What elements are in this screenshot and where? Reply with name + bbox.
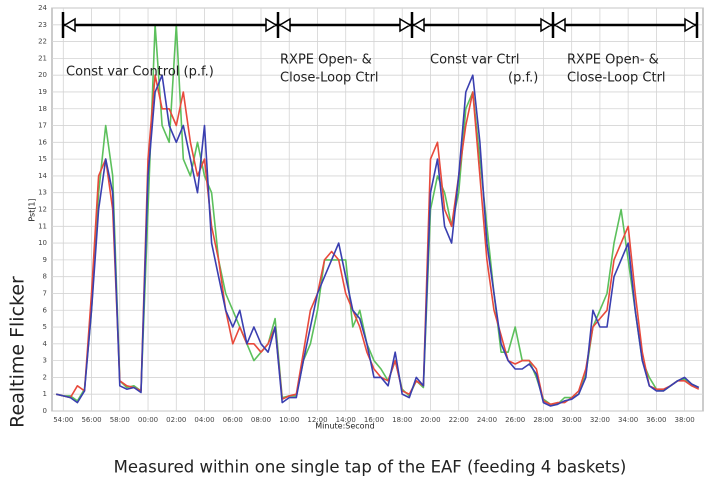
- caption: Measured within one single tap of the EA…: [114, 458, 627, 477]
- y-tick-label: 21: [38, 54, 47, 62]
- x-tick-label: 28:00: [533, 416, 553, 424]
- x-tick-label: 00:00: [138, 416, 158, 424]
- y-tick-label: 0: [43, 407, 47, 415]
- annotation: RXPE Open- &: [567, 53, 659, 68]
- annotation: Close-Loop Ctrl: [567, 71, 666, 86]
- y-tick-label: 10: [38, 239, 47, 247]
- annotation: (p.f.): [508, 71, 538, 86]
- x-tick-label: 06:00: [223, 416, 243, 424]
- y-tick-label: 4: [43, 340, 48, 348]
- x-tick-label: 02:00: [166, 416, 186, 424]
- x-tick-label: 24:00: [477, 416, 497, 424]
- x-axis-label: Minute:Second: [315, 422, 374, 431]
- x-tick-label: 56:00: [81, 416, 101, 424]
- x-tick-label: 04:00: [194, 416, 214, 424]
- x-tick-label: 10:00: [279, 416, 299, 424]
- x-tick-label: 14:00: [336, 416, 356, 424]
- y-tick-label: 18: [38, 105, 47, 113]
- y-tick-label: 5: [43, 323, 47, 331]
- x-tick-label: 34:00: [618, 416, 638, 424]
- grid: [52, 7, 703, 412]
- y-tick-label: 20: [38, 71, 47, 79]
- x-tick-label: 54:00: [53, 416, 73, 424]
- x-tick-label: 26:00: [505, 416, 525, 424]
- y-tick-label: 14: [38, 172, 47, 180]
- y-tick-label: 23: [38, 21, 47, 29]
- y-tick-label: 2: [43, 373, 47, 381]
- y-tick-label: 11: [38, 222, 47, 230]
- x-tick-label: 08:00: [251, 416, 271, 424]
- series-line: [56, 74, 700, 407]
- y-tick-label: 7: [43, 289, 47, 297]
- y-tick-label: 16: [38, 138, 47, 146]
- y-axis-title: Realtime Flicker: [7, 276, 29, 428]
- y-tick-label: 1: [43, 390, 47, 398]
- x-tick-label: 16:00: [364, 416, 384, 424]
- y-tick-label: 17: [38, 122, 47, 130]
- y-tick-label: 24: [38, 4, 47, 12]
- x-tick-label: 38:00: [675, 416, 695, 424]
- y-tick-label: 8: [43, 273, 47, 281]
- x-tick-label: 30:00: [562, 416, 582, 424]
- series-line: [56, 74, 700, 406]
- x-tick-label: 36:00: [646, 416, 666, 424]
- y-tick-label: 9: [43, 256, 47, 264]
- y-axis-label: Pst[1]: [28, 198, 37, 221]
- x-tick-label: 12:00: [307, 416, 327, 424]
- x-tick-label: 32:00: [590, 416, 610, 424]
- annotation: Const var Control (p.f.): [66, 65, 214, 80]
- phase-arrows: [61, 12, 699, 38]
- y-tick-label: 15: [38, 155, 47, 163]
- y-tick-label: 6: [43, 306, 48, 314]
- y-tick-label: 13: [38, 189, 47, 197]
- annotation: Const var Ctrl: [430, 53, 520, 68]
- annotation: Close-Loop Ctrl: [280, 71, 379, 86]
- y-tick-label: 19: [38, 88, 47, 96]
- x-tick-label: 22:00: [449, 416, 469, 424]
- annotation: RXPE Open- &: [280, 53, 372, 68]
- y-tick-label: 12: [38, 206, 47, 214]
- y-tick-label: 3: [43, 357, 47, 365]
- lines: [56, 24, 700, 407]
- x-tick-label: 18:00: [392, 416, 412, 424]
- x-tick-label: 58:00: [110, 416, 130, 424]
- y-tick-label: 22: [38, 38, 47, 46]
- x-tick-label: 20:00: [420, 416, 440, 424]
- arrow-heads: [63, 17, 697, 33]
